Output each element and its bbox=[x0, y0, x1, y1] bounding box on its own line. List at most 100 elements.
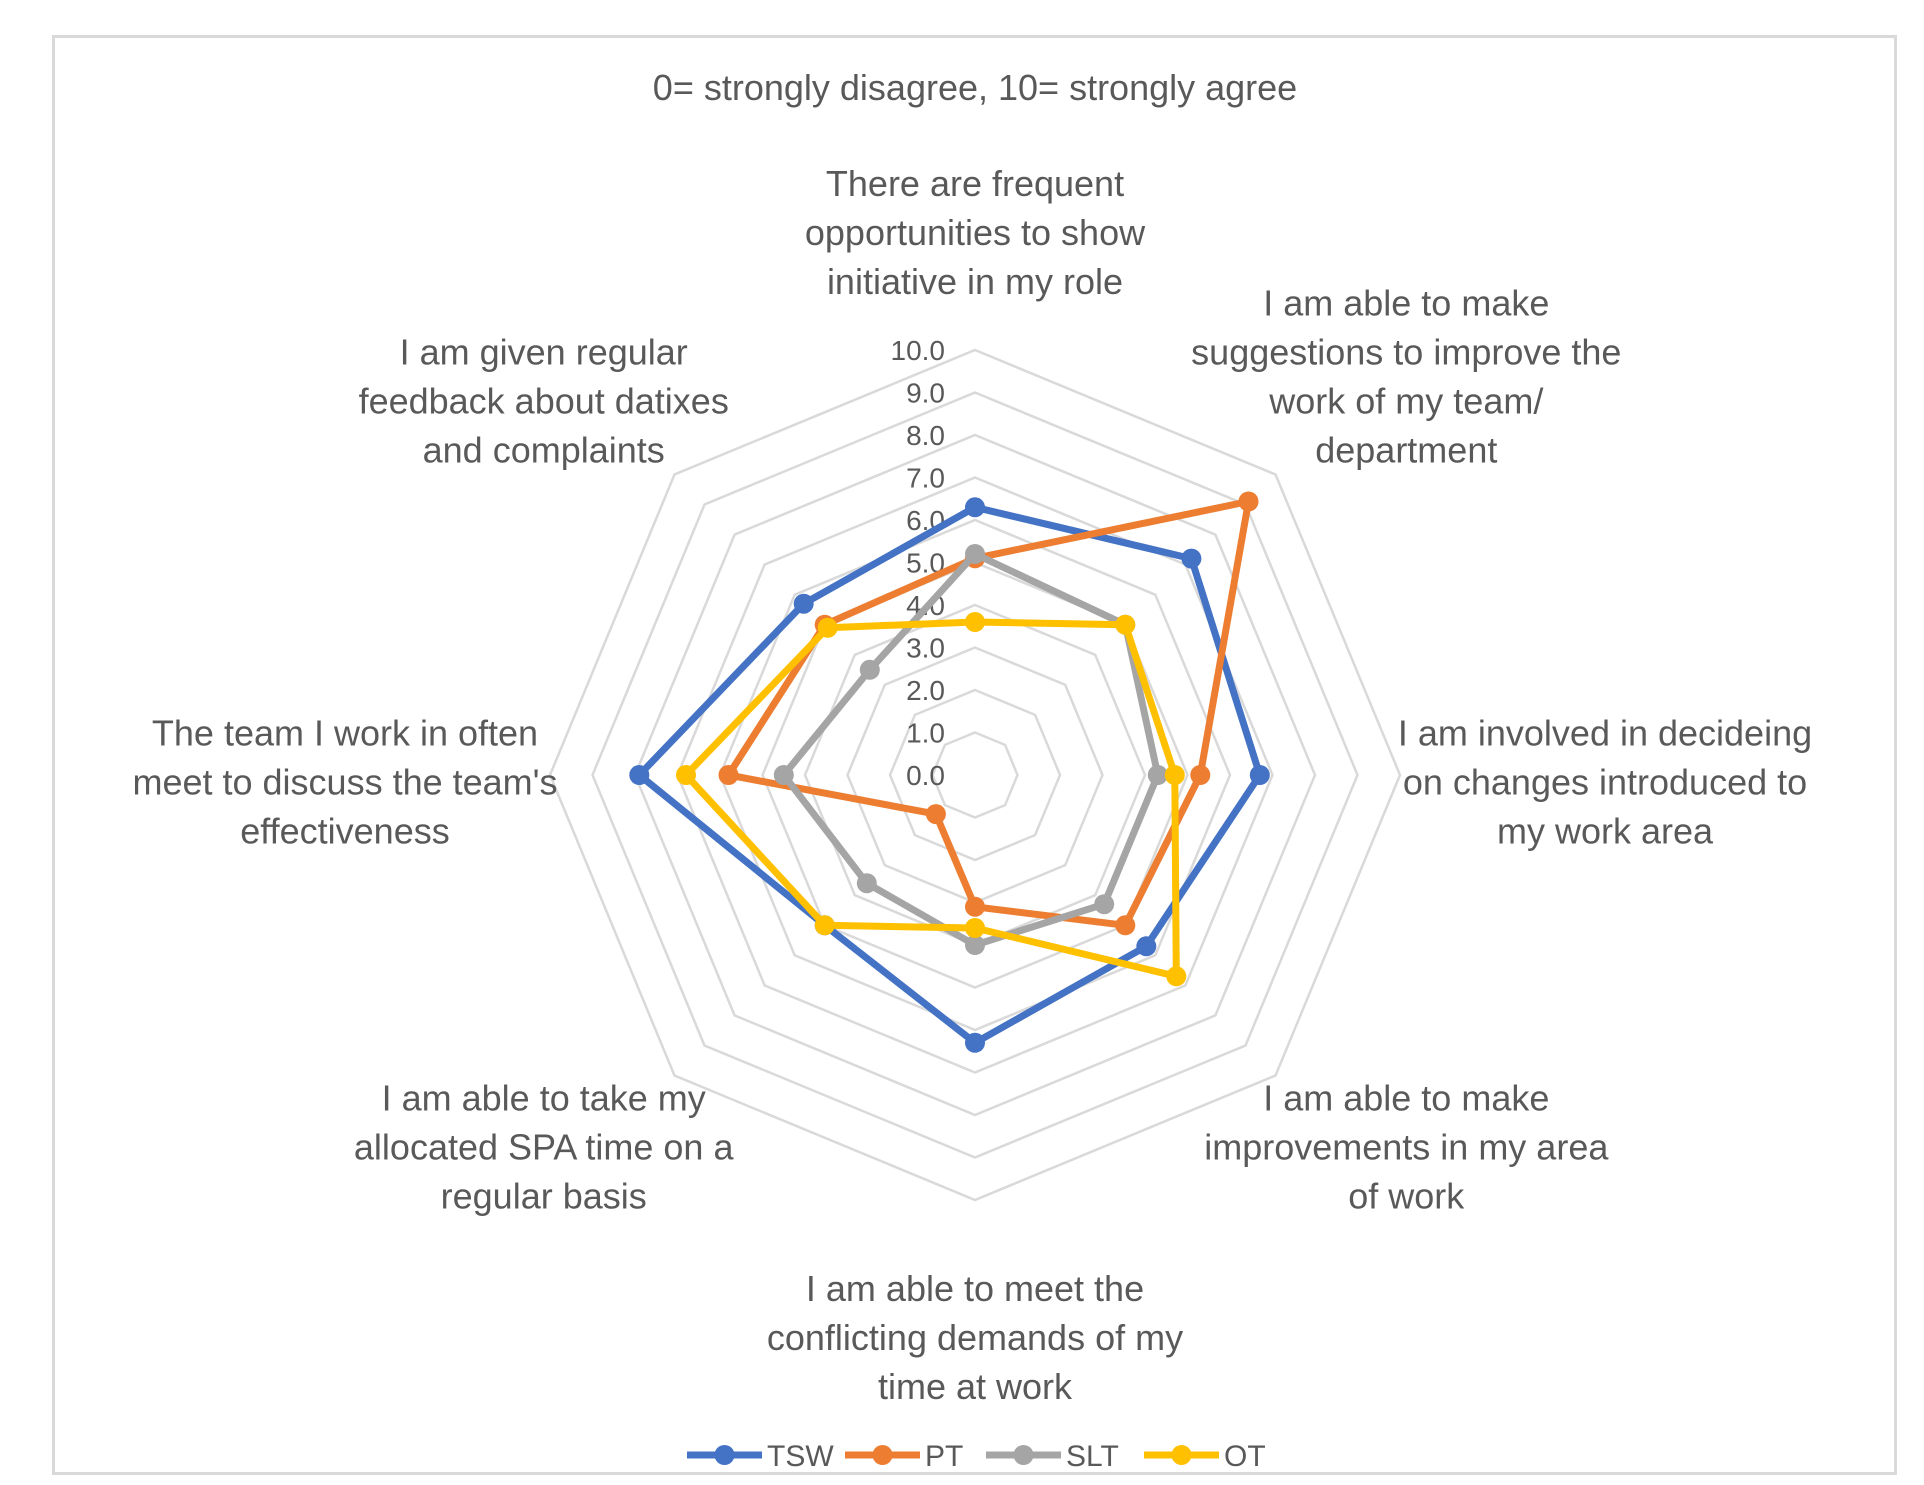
category-label-line: improvements in my area bbox=[1204, 1126, 1609, 1167]
series-layer bbox=[629, 491, 1270, 1053]
category-label-line: feedback about datixes bbox=[359, 381, 729, 422]
category-label-line: and complaints bbox=[423, 430, 665, 471]
category-label-line: regular basis bbox=[441, 1175, 647, 1216]
legend-label: PT bbox=[925, 1440, 963, 1473]
category-label-line: I am able to take my bbox=[382, 1077, 706, 1118]
legend-item-slt: SLT bbox=[986, 1440, 1119, 1473]
category-label-line: I am able to meet the bbox=[806, 1268, 1144, 1309]
data-point bbox=[629, 765, 650, 785]
category-label-line: my work area bbox=[1497, 811, 1714, 852]
tick-label: 9.0 bbox=[906, 378, 945, 409]
data-point bbox=[965, 935, 985, 955]
data-point bbox=[718, 765, 739, 785]
data-point bbox=[965, 497, 985, 518]
data-point bbox=[1249, 765, 1270, 785]
category-label: I am involved in decideing on changes int… bbox=[1398, 713, 1812, 852]
data-point bbox=[1238, 491, 1259, 512]
category-label: There are frequent opportunities to show i… bbox=[805, 163, 1146, 302]
tick-label: 1.0 bbox=[906, 718, 945, 749]
data-point bbox=[965, 612, 985, 632]
data-point bbox=[859, 659, 880, 680]
data-point bbox=[793, 593, 814, 614]
category-label-line: of work bbox=[1348, 1175, 1465, 1216]
category-label-line: I am involved in decideing bbox=[1398, 713, 1812, 754]
data-point bbox=[965, 1032, 985, 1053]
data-point bbox=[1115, 915, 1136, 936]
grid-ring bbox=[633, 433, 1317, 1117]
grid-ring bbox=[846, 646, 1104, 904]
category-label-line: There are frequent bbox=[826, 163, 1124, 204]
data-point bbox=[1115, 614, 1136, 635]
legend-label: TSW bbox=[767, 1440, 834, 1473]
tick-label: 7.0 bbox=[906, 463, 945, 494]
data-point bbox=[1181, 548, 1202, 569]
category-label: I am able to make improvements in my area… bbox=[1204, 1077, 1609, 1216]
category-label-line: effectiveness bbox=[240, 811, 449, 852]
data-point bbox=[814, 915, 835, 936]
category-label-line: work of my team/ bbox=[1268, 381, 1543, 422]
data-point bbox=[965, 918, 985, 938]
grid-ring bbox=[591, 391, 1359, 1159]
data-point bbox=[1166, 966, 1187, 987]
category-label-line: department bbox=[1315, 430, 1497, 471]
grid-ring bbox=[718, 518, 1232, 1032]
data-point bbox=[1164, 765, 1185, 785]
legend-label: SLT bbox=[1066, 1440, 1119, 1473]
tick-label: 0.0 bbox=[906, 760, 945, 791]
legend-swatch-marker bbox=[1013, 1445, 1034, 1465]
category-label-line: suggestions to improve the bbox=[1191, 332, 1621, 373]
category-labels: There are frequent opportunities to show i… bbox=[132, 163, 1812, 1407]
category-label-line: I am able to make bbox=[1263, 283, 1549, 324]
category-label: I am able to meet the conflicting demands… bbox=[767, 1268, 1183, 1407]
data-point bbox=[1190, 765, 1211, 785]
tick-label: 2.0 bbox=[906, 675, 945, 706]
grid-ring bbox=[761, 561, 1189, 989]
tick-labels: 0.01.02.03.04.05.06.07.08.09.010.0 bbox=[891, 335, 946, 791]
legend-item-pt: PT bbox=[845, 1440, 963, 1473]
chart-frame bbox=[52, 35, 1897, 1475]
chart-subtitle: 0= strongly disagree, 10= strongly agree bbox=[653, 67, 1297, 108]
data-point bbox=[925, 804, 946, 825]
grid-ring bbox=[931, 731, 1019, 819]
data-point bbox=[856, 873, 877, 894]
category-label: The team I work in often meet to discuss … bbox=[132, 713, 557, 852]
grid-ring bbox=[888, 688, 1062, 862]
legend: TSW PT SLT OT bbox=[687, 1440, 1266, 1473]
category-label-line: initiative in my role bbox=[827, 261, 1123, 302]
category-label-line: The team I work in often bbox=[152, 713, 538, 754]
series-line bbox=[725, 498, 1252, 929]
category-label-line: conflicting demands of my bbox=[767, 1317, 1183, 1358]
category-label-line: I am able to make bbox=[1263, 1077, 1549, 1118]
data-point bbox=[1136, 936, 1157, 957]
tick-label: 8.0 bbox=[906, 420, 945, 451]
category-label-line: opportunities to show bbox=[805, 212, 1146, 253]
grid-ring bbox=[548, 348, 1402, 1202]
tick-label: 10.0 bbox=[891, 335, 946, 366]
series-ot bbox=[676, 612, 1187, 987]
data-point bbox=[773, 765, 794, 785]
category-label: I am given regular feedback about datixes… bbox=[359, 332, 729, 471]
category-label-line: I am given regular bbox=[400, 332, 688, 373]
grid-layer bbox=[548, 348, 1402, 1202]
category-label-line: meet to discuss the team's bbox=[132, 762, 557, 803]
data-point bbox=[965, 896, 985, 917]
legend-swatch-marker bbox=[872, 1445, 893, 1465]
data-point bbox=[676, 765, 696, 785]
category-label-line: allocated SPA time on a bbox=[354, 1126, 735, 1167]
legend-swatch-marker bbox=[714, 1445, 735, 1465]
legend-swatch-marker bbox=[1171, 1445, 1192, 1465]
grid-ring bbox=[803, 603, 1147, 947]
series-line bbox=[780, 550, 1162, 949]
tick-label: 3.0 bbox=[906, 633, 945, 664]
data-point bbox=[965, 544, 985, 564]
data-point bbox=[1147, 765, 1168, 785]
legend-item-tsw: TSW bbox=[687, 1440, 834, 1473]
category-label: I am able to take my allocated SPA time o… bbox=[354, 1077, 735, 1216]
category-label-line: time at work bbox=[878, 1366, 1073, 1407]
data-point bbox=[1094, 894, 1115, 915]
category-label-line: on changes introduced to bbox=[1403, 762, 1807, 803]
data-point bbox=[817, 617, 838, 638]
legend-item-ot: OT bbox=[1144, 1440, 1266, 1473]
category-label: I am able to make suggestions to improve … bbox=[1191, 283, 1621, 471]
